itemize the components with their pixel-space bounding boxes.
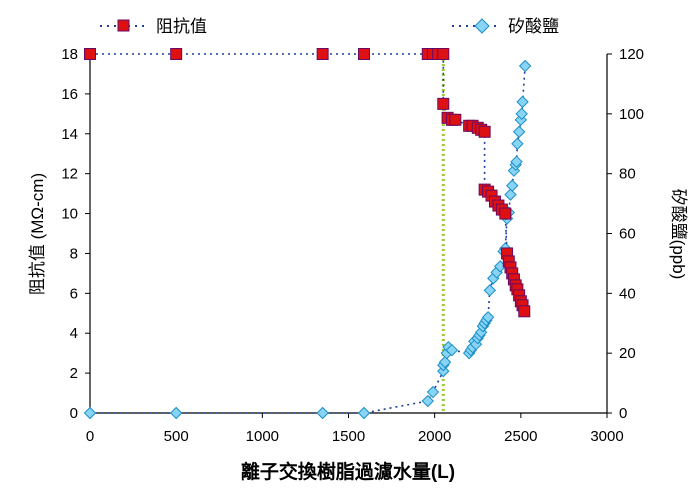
y2-tick-label: 100 (619, 106, 644, 123)
impedance-point (478, 125, 491, 138)
silicate-point (515, 107, 528, 121)
impedance-point (316, 48, 329, 60)
impedance-line (90, 53, 526, 312)
y2-axis-title: 矽酸鹽(ppb) (669, 189, 688, 280)
x-tick-label: 1000 (246, 428, 279, 445)
silicate-point (421, 394, 434, 408)
legend: 阻抗值 矽酸鹽 (100, 17, 559, 36)
y2-tick-label: 60 (619, 226, 636, 243)
silicate-point (83, 406, 97, 420)
y-tick-label: 18 (61, 46, 78, 63)
y-tick-label: 0 (70, 405, 78, 422)
x-tick-label: 2000 (418, 428, 451, 445)
silicate-point (316, 406, 329, 420)
legend-silicate-label: 矽酸鹽 (508, 17, 559, 36)
silicate-point (504, 188, 517, 201)
silicate-point (512, 125, 526, 138)
silicate-point (169, 406, 183, 420)
y-tick-label: 16 (61, 86, 78, 103)
silicate-point (483, 284, 497, 297)
y2-tick-label: 80 (619, 166, 636, 183)
y-tick-label: 14 (61, 126, 78, 143)
y-axis-title: 阻抗值 (MΩ-cm) (28, 173, 47, 295)
x-tick-label: 0 (86, 428, 94, 445)
silicate-point (357, 406, 371, 420)
x-tick-label: 1500 (332, 428, 365, 445)
impedance-point (518, 305, 531, 318)
impedance-point (437, 97, 450, 110)
impedance-point (170, 48, 183, 60)
y-tick-label: 2 (70, 365, 78, 382)
impedance-point (358, 48, 371, 60)
x-tick-label: 3000 (590, 428, 623, 445)
silicate-point (438, 355, 452, 369)
y2-tick-label: 40 (619, 285, 636, 302)
impedance-point (449, 113, 462, 126)
legend-impedance-label: 阻抗值 (156, 17, 207, 36)
silicate-point (445, 343, 459, 357)
silicate-point (426, 385, 440, 399)
y-tick-label: 10 (61, 206, 78, 223)
x-tick-label: 500 (164, 428, 189, 445)
silicate-point (481, 311, 495, 324)
x-axis-title: 離子交換樹脂過濾水量(L) (241, 460, 455, 483)
silicate-point (516, 95, 529, 109)
y2-tick-label: 120 (619, 46, 644, 63)
silicate-point (510, 155, 523, 168)
series-impedance (84, 48, 531, 318)
plot-area: 0 500 1000 1500 2000 2500 3000 0 2 4 6 8 10 12 14 16 18 0… (61, 46, 644, 445)
y2-tick-label: 0 (619, 405, 627, 422)
x-tick-label: 2500 (504, 428, 537, 445)
y-tick-label: 4 (70, 325, 78, 342)
impedance-point (437, 48, 450, 60)
impedance-point (84, 48, 96, 60)
legend-impedance-marker (117, 19, 130, 32)
impedance-point (499, 207, 512, 220)
series-silicate (83, 59, 532, 420)
silicate-point (518, 59, 532, 73)
y2-tick-label: 20 (619, 345, 636, 362)
y-tick-label: 6 (70, 285, 78, 302)
legend-silicate-marker (474, 18, 490, 34)
y-tick-label: 12 (61, 166, 78, 183)
y-tick-label: 8 (70, 245, 78, 262)
silicate-point (511, 137, 524, 150)
silicate-point (506, 179, 519, 192)
